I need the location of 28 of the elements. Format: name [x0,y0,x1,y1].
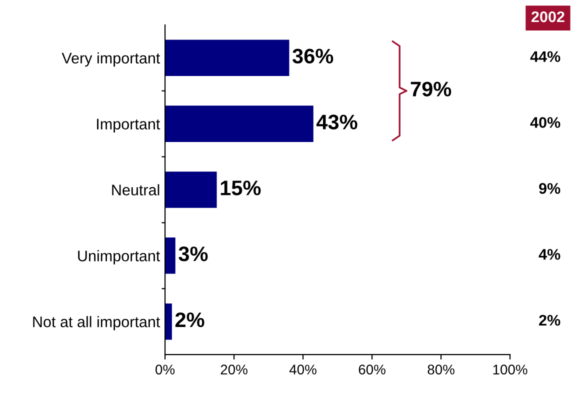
y-tick-label: Unimportant [78,250,160,264]
text: 4% [538,248,560,260]
bar [165,303,172,340]
data-label: 3% [178,246,208,262]
bar [165,40,290,76]
x-tick-label: 80% [428,364,454,374]
bar [165,106,314,142]
text: 2% [539,314,560,326]
text: 40% [530,117,560,128]
x-tick-label: 0% [156,364,175,374]
y-tick-label: Very important [62,52,160,67]
text: 44% [530,51,560,62]
data-label: 2% [175,312,204,328]
y-tick-label: Important [97,118,160,133]
x-tick-label: 60% [358,364,386,374]
annotation: 79% [410,82,452,96]
data-label: 15% [220,180,261,196]
text: 9% [539,183,560,194]
x-tick-label: 40% [289,364,316,374]
bar [165,238,176,274]
bar [165,172,217,208]
y-tick-label: Not at all important [33,316,160,330]
x-tick-label: 100% [493,364,528,374]
y-tick-label: Neutral [112,184,160,196]
data-label: 36% [292,48,334,64]
data-label: 43% [316,114,358,130]
x-tick-label: 20% [220,364,248,374]
text: 2002 [532,11,564,22]
